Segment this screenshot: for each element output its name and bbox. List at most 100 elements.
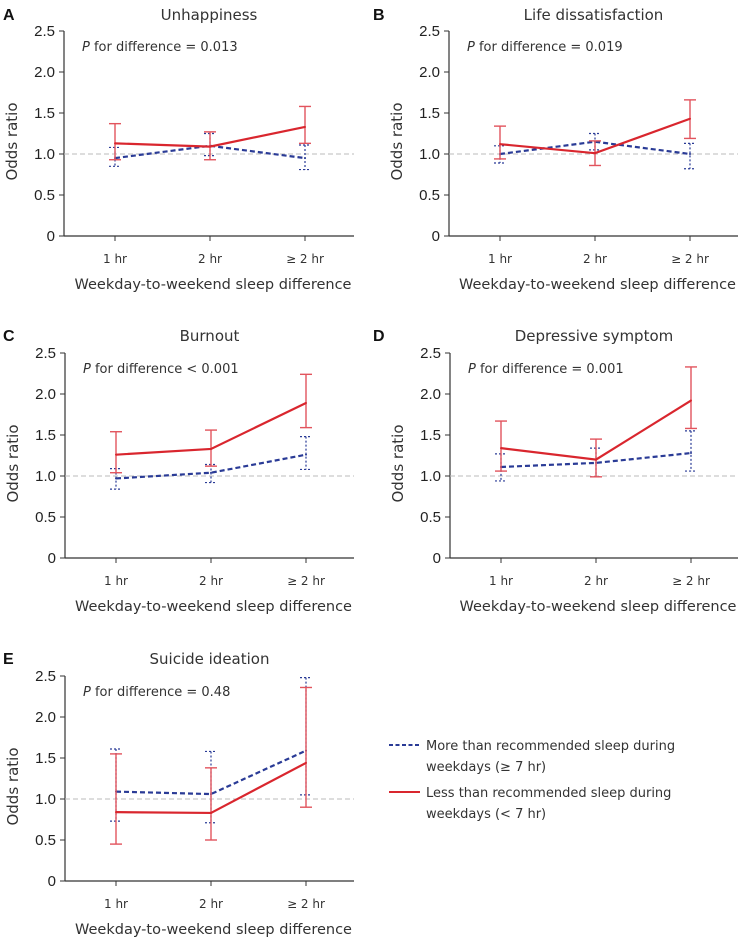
y-tick-label: 0 — [47, 228, 55, 245]
x-tick-label: 1 hr — [104, 574, 128, 588]
series-less — [110, 373, 312, 474]
data-point-less — [210, 447, 212, 450]
y-tick-label: 1.5 — [420, 427, 441, 444]
legend: More than recommended sleep during weekd… — [389, 739, 675, 822]
data-point-more — [115, 477, 117, 480]
y-tick-label: 2.5 — [35, 345, 56, 362]
chart-panel-d: D Depressive symptom 0 0.5 1.0 1.5 2.0 2.5 1 hr 2… — [373, 327, 738, 615]
series-less — [110, 686, 312, 845]
x-tick-label: 2 hr — [198, 252, 222, 266]
p-value-text: for difference = 0.001 — [476, 362, 624, 377]
y-tick-label: 2.5 — [419, 23, 440, 40]
x-tick-label: 1 hr — [103, 252, 127, 266]
data-point-less — [115, 811, 117, 814]
y-axis-label: Odds ratio — [4, 424, 22, 502]
panel-letter: C — [3, 328, 15, 345]
x-tick-label: 1 hr — [489, 574, 513, 588]
y-tick-label: 1.5 — [35, 427, 56, 444]
y-tick-label: 0.5 — [420, 509, 441, 526]
x-axis-label: Weekday-to-weekend sleep difference — [75, 277, 352, 293]
chart-panel-c: C Burnout 0 0.5 1.0 1.5 2.0 2.5 1 hr 2 hr ≥ 2 hr We… — [3, 327, 354, 615]
chart-panel-a: A Unhappiness 0 0.5 1.0 1.5 2.0 2.5 1 hr 2 hr ≥ 2 … — [3, 6, 354, 293]
y-tick-label: 2.5 — [35, 668, 56, 685]
data-point-less — [595, 458, 597, 461]
y-tick-label: 1.0 — [34, 146, 55, 163]
data-point-less — [499, 143, 501, 146]
y-tick-label: 1.0 — [419, 146, 440, 163]
data-point-less — [689, 117, 691, 120]
p-value-text: for difference = 0.019 — [475, 40, 623, 55]
y-tick-label: 0.5 — [34, 187, 55, 204]
x-tick-label: ≥ 2 hr — [287, 897, 325, 911]
x-axis-label: Weekday-to-weekend sleep difference — [75, 922, 352, 938]
p-value-annotation: P for difference = 0.001 — [468, 362, 624, 377]
chart-panel-b: B Life dissatisfaction 0 0.5 1.0 1.5 2.0 2.5 1 h… — [373, 6, 738, 293]
x-tick-label: 1 hr — [104, 897, 128, 911]
x-axis-label: Weekday-to-weekend sleep difference — [460, 599, 737, 615]
data-point-more — [690, 452, 692, 455]
x-tick-label: ≥ 2 hr — [672, 574, 710, 588]
y-tick-label: 1.5 — [35, 750, 56, 767]
panel-letter: A — [3, 7, 15, 24]
x-axis-label: Weekday-to-weekend sleep difference — [75, 599, 352, 615]
y-tick-label: 0 — [433, 550, 441, 567]
y-tick-label: 2.0 — [35, 709, 56, 726]
series-less — [494, 99, 696, 167]
panel-title: Depressive symptom — [515, 327, 674, 345]
x-tick-label: ≥ 2 hr — [286, 252, 324, 266]
y-tick-label: 0 — [48, 550, 56, 567]
data-point-less — [304, 125, 306, 128]
y-tick-label: 0.5 — [419, 187, 440, 204]
y-tick-label: 2.5 — [420, 345, 441, 362]
data-point-less — [305, 761, 307, 764]
x-tick-label: 1 hr — [488, 252, 512, 266]
data-point-less — [115, 453, 117, 456]
p-value-annotation: P for difference = 0.013 — [82, 40, 238, 55]
series-line-more — [115, 749, 307, 796]
data-point-more — [305, 453, 307, 456]
y-tick-label: 2.0 — [420, 386, 441, 403]
data-point-less — [594, 152, 596, 155]
y-tick-label: 1.0 — [35, 468, 56, 485]
p-value-annotation: P for difference < 0.001 — [83, 362, 239, 377]
p-value-text: for difference < 0.001 — [91, 362, 239, 377]
panel-title: Suicide ideation — [150, 650, 270, 668]
x-tick-label: 2 hr — [583, 252, 607, 266]
y-tick-label: 0 — [48, 873, 56, 890]
legend-label-more-line2: weekdays (≥ 7 hr) — [426, 760, 546, 775]
y-axis-label: Odds ratio — [388, 102, 406, 180]
panel-letter: B — [373, 7, 385, 24]
p-value-annotation: P for difference = 0.48 — [83, 685, 230, 700]
p-value-symbol: P — [83, 685, 91, 700]
x-tick-label: 2 hr — [199, 574, 223, 588]
data-point-more — [304, 157, 306, 160]
y-tick-label: 1.5 — [419, 105, 440, 122]
p-value-symbol: P — [83, 362, 91, 377]
y-axis-label: Odds ratio — [389, 424, 407, 502]
p-value-annotation: P for difference = 0.019 — [467, 40, 623, 55]
series-more — [110, 436, 312, 490]
x-tick-label: ≥ 2 hr — [671, 252, 709, 266]
data-point-less — [305, 402, 307, 405]
y-axis-label: Odds ratio — [3, 102, 21, 180]
x-tick-label: 2 hr — [199, 897, 223, 911]
p-value-text: for difference = 0.48 — [91, 685, 231, 700]
chart-panel-e: E Suicide ideation 0 0.5 1.0 1.5 2.0 2.5 1 hr 2 h… — [3, 650, 354, 938]
data-point-less — [209, 145, 211, 148]
panels: A Unhappiness 0 0.5 1.0 1.5 2.0 2.5 1 hr 2 hr ≥ 2 … — [3, 6, 738, 938]
y-tick-label: 1.0 — [420, 468, 441, 485]
data-point-more — [689, 153, 691, 155]
data-point-less — [114, 142, 116, 145]
x-tick-label: ≥ 2 hr — [287, 574, 325, 588]
panel-letter: D — [373, 328, 385, 345]
series-less — [109, 105, 311, 161]
panel-title: Burnout — [180, 327, 240, 345]
x-axis-label: Weekday-to-weekend sleep difference — [459, 277, 736, 293]
y-tick-label: 2.0 — [419, 64, 440, 81]
p-value-symbol: P — [468, 362, 476, 377]
y-tick-label: 0.5 — [35, 832, 56, 849]
p-value-text: for difference = 0.013 — [90, 40, 238, 55]
y-tick-label: 1.5 — [34, 105, 55, 122]
y-tick-label: 2.0 — [35, 386, 56, 403]
